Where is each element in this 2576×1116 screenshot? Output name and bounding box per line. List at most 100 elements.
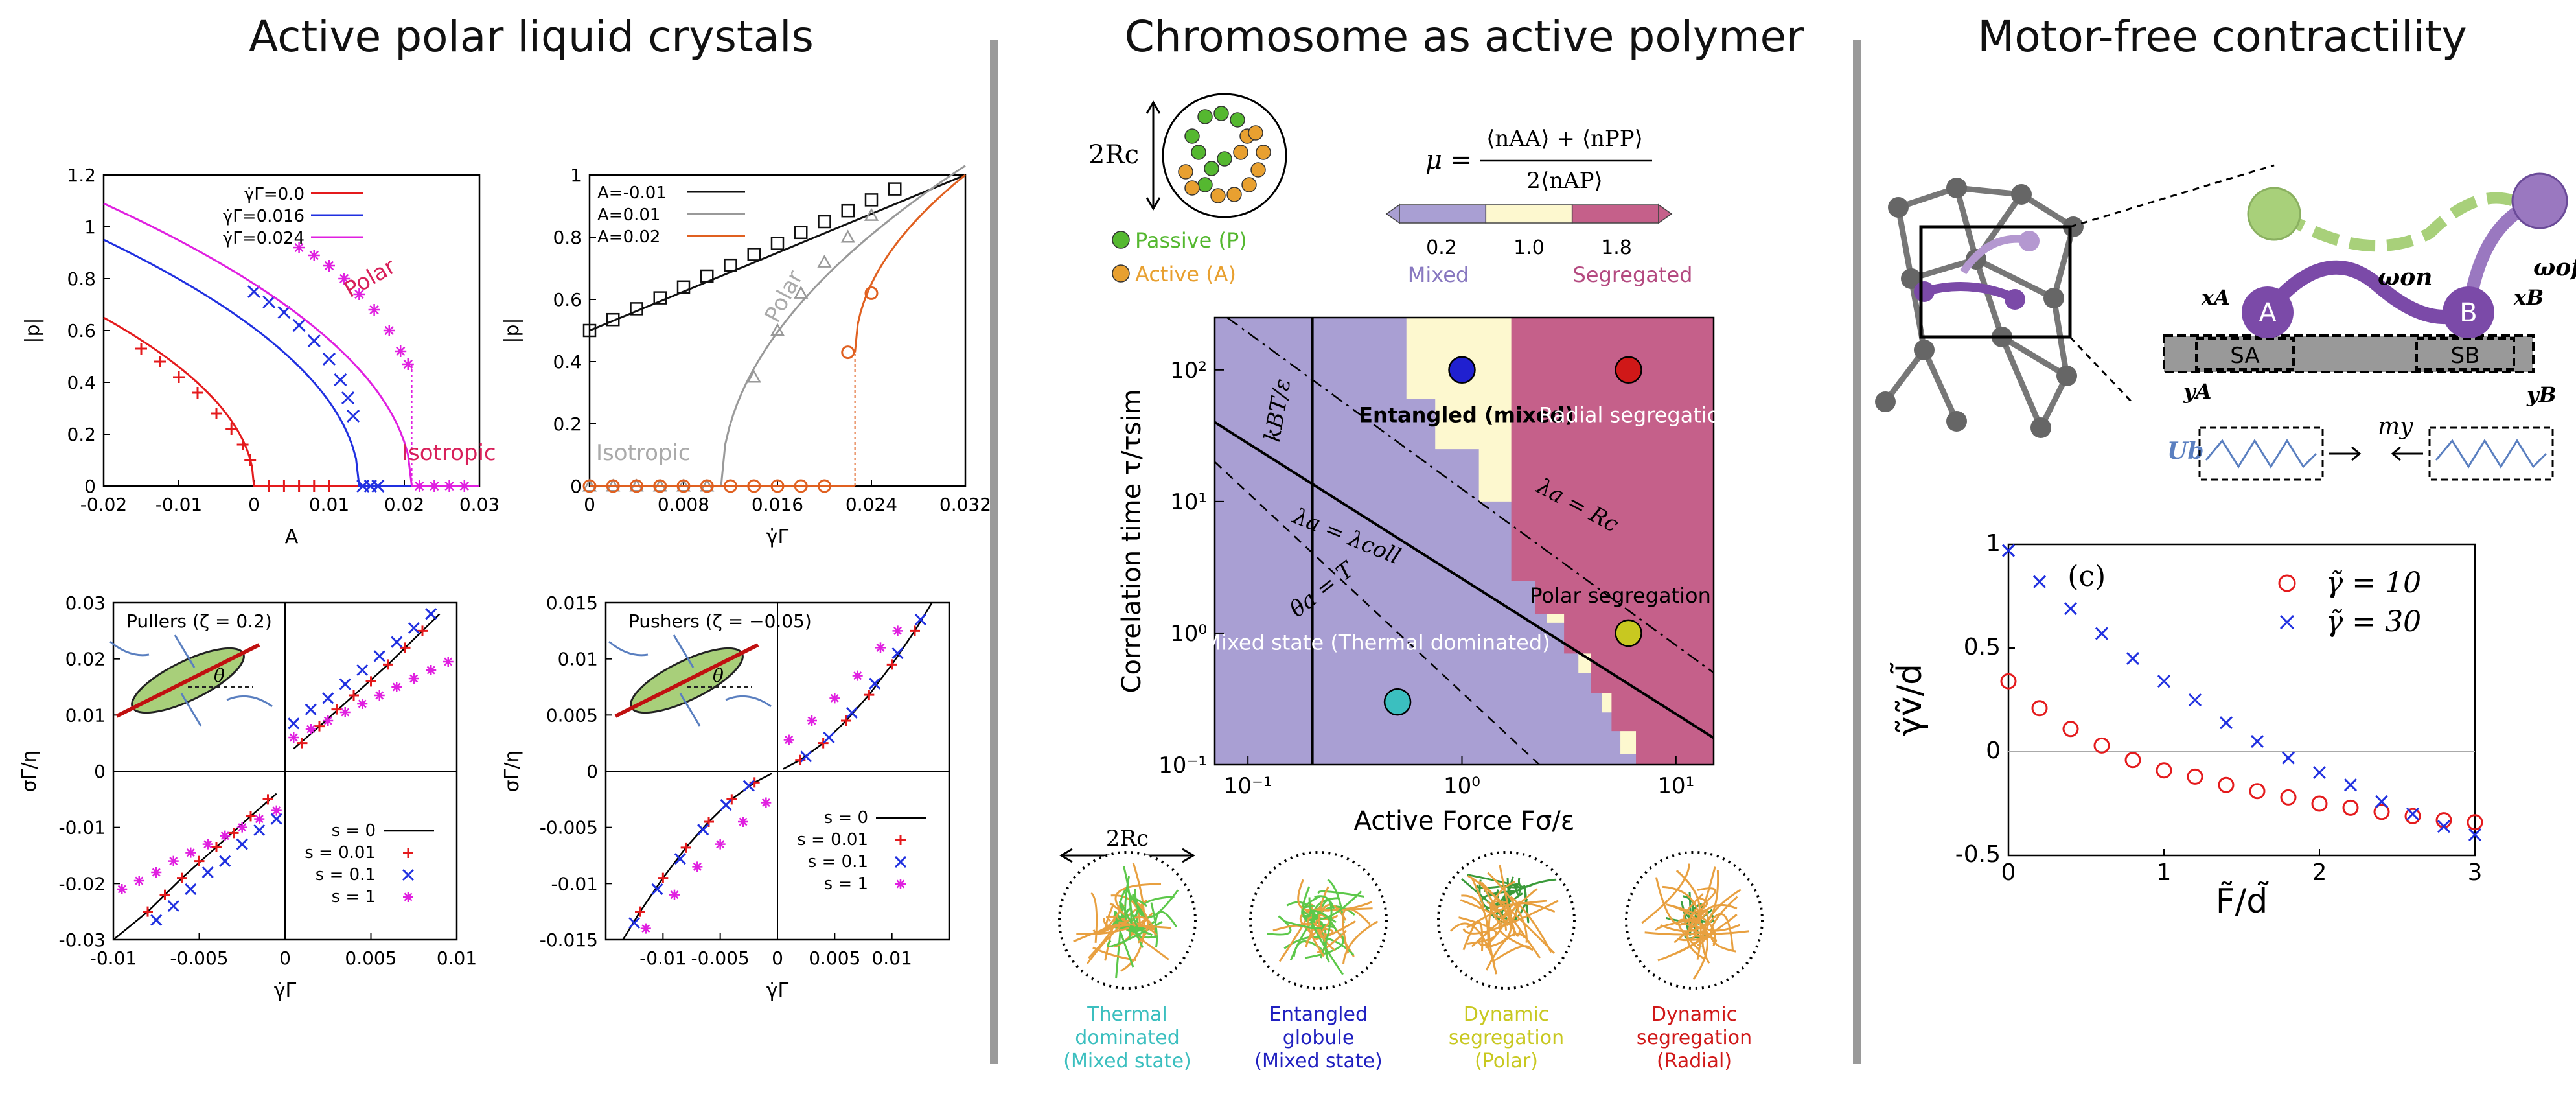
data-point bbox=[271, 805, 282, 816]
data-point bbox=[747, 248, 761, 261]
y-tick-label: 1.2 bbox=[67, 165, 96, 186]
x-axis-label: Active Force Fσ/ε bbox=[1354, 806, 1575, 836]
snapshot-label-1: Entangled bbox=[1269, 1003, 1368, 1026]
x-axis-label: γ̇Γ bbox=[274, 979, 297, 1002]
polymer-strand bbox=[1129, 898, 1148, 929]
polymer-strand bbox=[1499, 865, 1521, 937]
label-sb: SB bbox=[2451, 343, 2480, 369]
monomer bbox=[1204, 161, 1219, 176]
x-tick-label: 0.01 bbox=[437, 947, 477, 969]
y-tick-label: 0.4 bbox=[553, 351, 582, 373]
data-point bbox=[676, 479, 691, 493]
series-line-1 bbox=[590, 165, 966, 487]
polymer-strand bbox=[1136, 901, 1149, 944]
data-point bbox=[2219, 716, 2233, 730]
polymer-strand bbox=[1311, 897, 1339, 922]
data-point bbox=[841, 345, 855, 360]
flow-arrow bbox=[725, 695, 772, 708]
monomer bbox=[1197, 177, 1213, 192]
y-tick-label: -0.01 bbox=[551, 873, 598, 894]
data-point bbox=[829, 693, 840, 704]
data-point bbox=[177, 872, 187, 883]
data-point bbox=[630, 302, 643, 316]
data-point bbox=[247, 285, 261, 299]
data-point bbox=[724, 479, 737, 493]
data-point bbox=[293, 242, 305, 253]
data-point bbox=[2343, 778, 2358, 792]
crosslink-node bbox=[1946, 178, 1967, 198]
x-tick-label: 0 bbox=[279, 947, 291, 969]
data-point bbox=[173, 371, 185, 383]
scale-label: 2Rc bbox=[1106, 826, 1149, 852]
data-point bbox=[408, 622, 420, 634]
data-point bbox=[770, 237, 785, 250]
data-point bbox=[458, 480, 470, 492]
scale-arrow-heads bbox=[1059, 848, 1195, 863]
snapshot-label-0: (Mixed state) bbox=[1063, 1050, 1191, 1073]
mu-formula-den: 2⟨nAP⟩ bbox=[1526, 168, 1603, 194]
x-tick-label: 0 bbox=[772, 947, 783, 969]
data-point bbox=[807, 715, 817, 726]
flow-arrow bbox=[174, 634, 196, 668]
crosslink-node bbox=[1901, 268, 1922, 289]
label-my: my bbox=[2378, 413, 2413, 440]
data-point bbox=[270, 813, 282, 825]
chart-p-vs-a: -0.02 -0.01 0 0.01 0.02 0.03 0 0.2 0.4 0.6 0.8 1 1.2… bbox=[21, 165, 500, 548]
crosslink-node bbox=[1875, 391, 1896, 412]
data-point bbox=[2157, 675, 2171, 688]
data-point bbox=[334, 373, 347, 387]
monomer bbox=[1191, 145, 1206, 160]
data-point bbox=[700, 269, 714, 283]
y-tick-label: -0.01 bbox=[59, 817, 106, 839]
y-tick-label: 10⁻¹ bbox=[1158, 752, 1207, 778]
filament bbox=[1883, 348, 1927, 404]
polymer-strand bbox=[1707, 913, 1734, 951]
polymer-strand bbox=[1662, 885, 1702, 960]
spring-b bbox=[2435, 439, 2547, 469]
data-point bbox=[277, 305, 291, 320]
data-point bbox=[910, 625, 920, 636]
polymer-strand bbox=[1450, 922, 1496, 964]
data-point bbox=[651, 883, 663, 896]
x-tick-label: 0.005 bbox=[809, 947, 860, 969]
polymer-strand bbox=[1119, 901, 1144, 948]
region-radial bbox=[1511, 318, 1714, 765]
series-line-0 bbox=[589, 174, 966, 332]
data-point bbox=[628, 916, 641, 929]
x-tick-label: 1 bbox=[2157, 859, 2172, 886]
data-point bbox=[278, 480, 290, 492]
data-point bbox=[402, 358, 414, 370]
data-point bbox=[192, 387, 203, 399]
data-point bbox=[2375, 795, 2389, 808]
chart-chromosome-phase-diagram: 10⁻¹ 10⁰ 10¹ 10⁻¹ 10⁰ 10¹ 10² Active Force Fσ/ε… bbox=[1117, 316, 1733, 836]
x-tick-label: 0 bbox=[584, 494, 595, 515]
data-point bbox=[323, 260, 335, 272]
data-point bbox=[211, 842, 222, 852]
y-tick-label: 0.2 bbox=[553, 413, 582, 435]
y-axis-label: Correlation time τ/τsim bbox=[1117, 389, 1147, 693]
data-point bbox=[800, 750, 812, 763]
crosslink-node bbox=[2030, 417, 2051, 438]
legend-active-dot bbox=[1112, 264, 1130, 283]
data-point bbox=[669, 889, 680, 900]
polymer-strand bbox=[1510, 896, 1552, 953]
data-point bbox=[244, 454, 257, 466]
x-tick-label: 0 bbox=[2001, 859, 2016, 886]
linker-bound bbox=[2262, 260, 2472, 324]
x-tick-label: -0.01 bbox=[155, 494, 202, 515]
y-tick-label: 1 bbox=[1986, 530, 2001, 557]
legend-label: s = 0.01 bbox=[305, 843, 376, 863]
data-point bbox=[133, 876, 144, 886]
legend-passive-dot bbox=[1112, 231, 1130, 249]
legend-active: Active (A) bbox=[1135, 262, 1236, 286]
data-point bbox=[323, 715, 334, 726]
data-point bbox=[143, 906, 153, 917]
data-point bbox=[818, 215, 831, 229]
legend-label: γ̃ = 10 bbox=[2326, 566, 2421, 599]
colorbar-seg-2 bbox=[1485, 204, 1573, 224]
chart-stress-pullers: -0.01 -0.005 0 0.005 0.01 -0.03 -0.02 -0.01 0 0.0… bbox=[18, 592, 477, 1002]
polymer-strand bbox=[1309, 909, 1344, 975]
legend-label: s = 0.1 bbox=[316, 865, 376, 885]
data-point bbox=[761, 797, 772, 808]
